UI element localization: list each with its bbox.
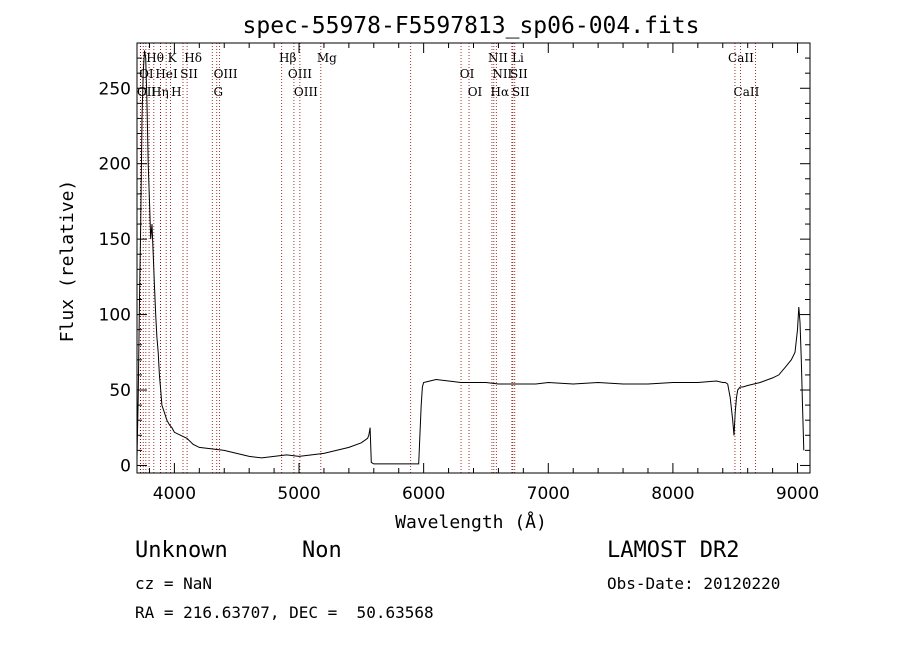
marker-label: HeI xyxy=(155,67,178,81)
y-tick-label: 200 xyxy=(99,155,131,175)
marker-label: Hα xyxy=(491,85,510,99)
marker-label: Li xyxy=(512,51,524,65)
marker-label: OI xyxy=(468,85,483,99)
x-tick-label: 4000 xyxy=(153,484,196,504)
x-tick-label: 9000 xyxy=(776,484,819,504)
marker-label: Mg xyxy=(317,51,337,65)
y-tick-label: 150 xyxy=(99,230,131,250)
marker-label: Hθ xyxy=(146,51,164,65)
x-axis: 4000 5000 6000 7000 8000 9000 xyxy=(148,43,819,504)
y-tick-label: 100 xyxy=(99,306,131,326)
marker-label: Hδ xyxy=(184,51,202,65)
x-tick-label: 6000 xyxy=(402,484,445,504)
marker-label: OIII xyxy=(294,85,318,99)
marker-label: NII xyxy=(492,67,512,81)
obs-date: Obs-Date: 20120220 xyxy=(607,574,781,593)
ra-dec: RA = 216.63707, DEC = 50.63568 xyxy=(135,603,434,622)
x-axis-label: Wavelength (Å) xyxy=(395,511,547,533)
plot-frame xyxy=(136,42,811,474)
marker-label: K xyxy=(168,51,178,65)
marker-label: SII xyxy=(512,85,530,99)
marker-label: G xyxy=(213,85,223,99)
survey-name: LAMOST DR2 xyxy=(607,538,740,563)
spectrum-series xyxy=(136,50,805,465)
marker-label: NII xyxy=(488,51,508,65)
chart-title: spec-55978-F5597813_sp06-004.fits xyxy=(243,13,700,39)
line-markers xyxy=(139,43,756,473)
y-axis: 0 50 100 150 200 250 xyxy=(99,57,810,476)
spectrum-line xyxy=(136,50,805,465)
y-tick-label: 50 xyxy=(109,381,131,401)
marker-label: CaII xyxy=(728,51,754,65)
marker-label: SII xyxy=(180,67,198,81)
marker-label: OIII xyxy=(288,67,312,81)
marker-label: OII xyxy=(137,85,157,99)
marker-label: CaII xyxy=(734,85,760,99)
x-tick-label: 7000 xyxy=(527,484,570,504)
marker-label: Hη xyxy=(151,85,169,99)
marker-label: SII xyxy=(510,67,528,81)
x-tick-label: 5000 xyxy=(277,484,320,504)
y-tick-label: 0 xyxy=(120,456,131,476)
marker-label: OIII xyxy=(214,67,238,81)
x-tick-label: 8000 xyxy=(651,484,694,504)
y-tick-label: 250 xyxy=(99,79,131,99)
marker-label: OI xyxy=(139,67,154,81)
y-axis-label: Flux (relative) xyxy=(57,180,78,343)
redshift-cz: cz = NaN xyxy=(135,574,213,593)
marker-label: Hβ xyxy=(279,51,296,65)
object-class: Unknown xyxy=(135,538,228,563)
marker-label: OI xyxy=(460,67,475,81)
object-subclass: Non xyxy=(302,538,342,563)
marker-label: H xyxy=(171,85,181,99)
